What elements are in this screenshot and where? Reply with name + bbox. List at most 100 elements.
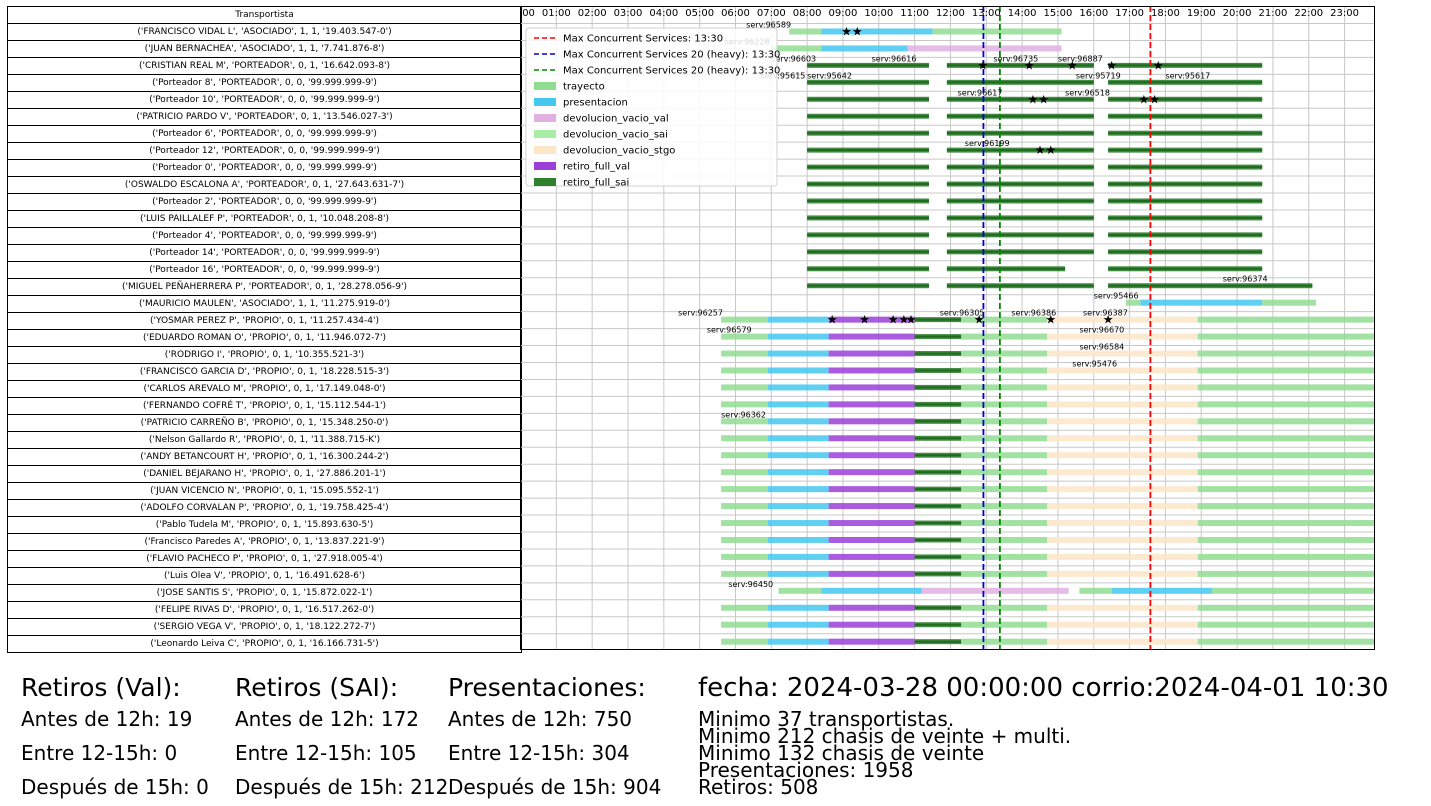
summary-info-title: fecha: 2024-03-28 00:00:00 corrio:2024-0…: [698, 673, 1389, 703]
bar-devolucion_vacio_stgo: [1047, 452, 1198, 459]
service-label: serv:96199: [965, 139, 1010, 148]
star-marker: ★: [1038, 92, 1049, 106]
summary-info-line: Retiros: 508: [698, 775, 819, 799]
table-row: ('FRANCISCO VIDAL L', 'ASOCIADO', 1, 1, …: [8, 24, 521, 41]
table-row: ('Luis Olea V', 'PROPIO', 0, 1, '16.491.…: [8, 568, 521, 585]
service-label: serv:95476: [1072, 359, 1117, 368]
bar-retiro_full_val: [828, 384, 915, 391]
x-tick-label: 01:00: [542, 8, 571, 19]
bar-retiro_full_sai-core: [807, 199, 929, 202]
bar-retiro_full_sai-core: [914, 318, 962, 321]
bar-retiro_full_sai-core: [946, 81, 1094, 84]
bar-devolucion_vacio_stgo: [1047, 638, 1198, 645]
bar-trayecto: [961, 435, 1048, 442]
bar-trayecto: [1197, 452, 1375, 459]
bar-retiro_full_val: [828, 435, 915, 442]
bar-trayecto: [1197, 435, 1375, 442]
service-label: serv:96603: [771, 54, 816, 63]
bar-trayecto: [721, 604, 768, 611]
chart-legend: Max Concurrent Services: 13:30 Max Concur…: [525, 27, 780, 189]
bar-trayecto: [961, 570, 1048, 577]
summary-sai-before: Antes de 12h: 172: [235, 707, 420, 731]
bar-trayecto: [778, 587, 822, 594]
legend-label: Max Concurrent Services 20 (heavy): 13:3…: [563, 50, 780, 61]
bar-trayecto: [721, 350, 768, 357]
bar-presentacion: [767, 621, 829, 628]
bar-retiro_full_val: [828, 367, 915, 374]
bar-trayecto: [961, 553, 1048, 560]
bar-devolucion_vacio_stgo: [1047, 520, 1198, 527]
bar-retiro_full_sai-core: [914, 522, 962, 525]
bar-retiro_full_val: [828, 604, 915, 611]
bar-trayecto: [1197, 638, 1375, 645]
bar-retiro_full_sai-core: [914, 623, 962, 626]
legend-swatch: [534, 98, 556, 106]
bar-trayecto: [721, 367, 768, 374]
bar-retiro_full_val: [828, 638, 915, 645]
x-tick-label: 07:00: [757, 8, 786, 19]
table-row: ('Porteador 6', 'PORTEADOR', 0, 0, '99.9…: [8, 126, 521, 143]
service-label: serv:96670: [1079, 326, 1124, 335]
bar-trayecto: [721, 333, 768, 340]
star-marker: ★: [906, 313, 917, 327]
x-tick-label: 09:00: [829, 8, 858, 19]
table-row: ('FLAVIO PACHECO P', 'PROPIO', 0, 1, '27…: [8, 551, 521, 568]
star-marker: ★: [1139, 92, 1150, 106]
bar-retiro_full_sai-core: [807, 64, 929, 67]
bar-retiro_full_sai-core: [1108, 233, 1263, 236]
bar-devolucion_vacio_stgo: [1047, 316, 1198, 323]
star-marker: ★: [1149, 92, 1160, 106]
table-row: ('Porteador 2', 'PORTEADOR', 0, 0, '99.9…: [8, 194, 521, 211]
bar-trayecto: [721, 452, 768, 459]
summary-pres-title: Presentaciones:: [448, 673, 646, 702]
bar-retiro_full_sai-core: [946, 233, 1094, 236]
bar-retiro_full_sai-core: [807, 233, 929, 236]
summary-sai-title: Retiros (SAI):: [235, 673, 399, 702]
bar-presentacion: [767, 384, 829, 391]
service-label: serv:95719: [1076, 71, 1121, 80]
table-row: ('FELIPE RIVAS D', 'PROPIO', 0, 1, '16.5…: [8, 602, 521, 619]
summary-info-line: Minimo 37 transportistas.: [698, 707, 955, 731]
service-label: serv:96257: [678, 309, 723, 318]
bar-presentacion: [767, 367, 829, 374]
bar-retiro_full_sai-core: [914, 352, 962, 355]
star-marker: ★: [977, 58, 988, 72]
bar-retiro_full_val: [828, 503, 915, 510]
bar-retiro_full_sai-core: [1108, 166, 1263, 169]
star-marker: ★: [974, 313, 985, 327]
service-label: serv:96374: [1223, 275, 1268, 284]
bar-retiro_full_sai-core: [946, 267, 1066, 270]
bar-retiro_full_val: [828, 536, 915, 543]
bar-devolucion_vacio_stgo: [1047, 604, 1198, 611]
bar-devolucion_vacio_stgo: [1047, 621, 1198, 628]
bar-retiro_full_sai-core: [1108, 267, 1263, 270]
bar-retiro_full_val: [828, 553, 915, 560]
x-tick-label: 03:00: [614, 8, 643, 19]
star-marker: ★: [1027, 92, 1038, 106]
transportista-table: Transportista ('FRANCISCO VIDAL L', 'ASO…: [7, 6, 522, 653]
x-tick-label: 19:00: [1187, 8, 1216, 19]
star-marker: ★: [1024, 58, 1035, 72]
table-row: ('Porteador 4', 'PORTEADOR', 0, 0, '99.9…: [8, 228, 521, 245]
summary-pres: Presentaciones: Antes de 12h: 750 Entre …: [448, 673, 661, 799]
summary-val-before: Antes de 12h: 19: [21, 707, 193, 731]
bar-retiro_full_sai-core: [1262, 284, 1313, 287]
bar-trayecto: [961, 621, 1048, 628]
bar-presentacion: [767, 520, 829, 527]
bar-trayecto: [721, 570, 768, 577]
table-row: ('Porteador 14', 'PORTEADOR', 0, 0, '99.…: [8, 245, 521, 262]
bar-retiro_full_sai-core: [914, 606, 962, 609]
x-tick-label: 22:00: [1294, 8, 1323, 19]
summary-info: fecha: 2024-03-28 00:00:00 corrio:2024-0…: [698, 673, 1389, 799]
bar-trayecto: [789, 28, 822, 35]
service-label: serv:96579: [707, 326, 752, 335]
star-marker: ★: [1035, 143, 1046, 157]
bar-trayecto: [721, 486, 768, 493]
bar-retiro_full_sai-core: [914, 335, 962, 338]
bar-retiro_full_val: [828, 350, 915, 357]
bar-trayecto: [961, 401, 1048, 408]
bar-retiro_full_sai-core: [807, 216, 929, 219]
service-label: serv:96735: [993, 54, 1038, 63]
bar-trayecto: [721, 621, 768, 628]
table-row: ('ANDY BETANCOURT H', 'PROPIO', 0, 1, '1…: [8, 449, 521, 466]
